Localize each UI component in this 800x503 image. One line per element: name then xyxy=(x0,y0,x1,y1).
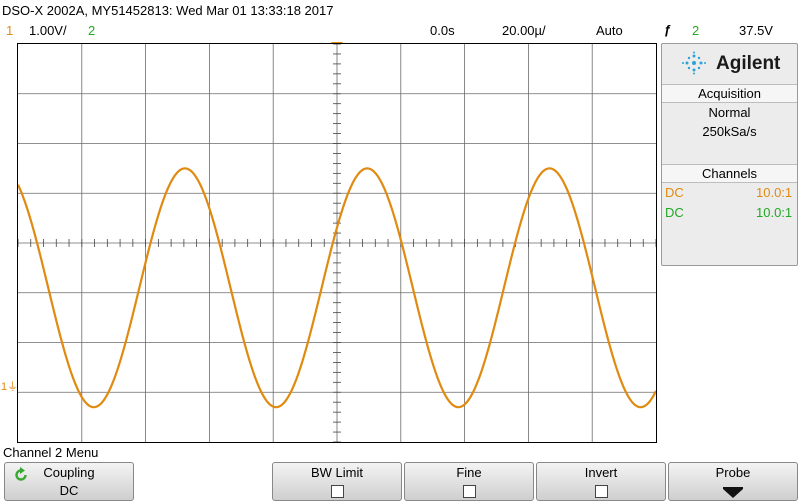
rotate-knob-icon xyxy=(15,467,27,481)
ch1-ground-marker: 1⏚ xyxy=(1,381,19,393)
bw-limit-softkey[interactable]: BW Limit xyxy=(272,462,402,501)
agilent-logo: Agilent xyxy=(662,44,797,82)
ch1-number: 1 xyxy=(6,23,14,38)
submenu-arrow-icon xyxy=(723,487,743,498)
ch1-coupling: DC xyxy=(665,185,684,200)
acquisition-title: Acquisition xyxy=(662,84,797,103)
trigger-level: 37.5V xyxy=(739,23,773,38)
screen-title: DSO-X 2002A, MY51452813: Wed Mar 01 13:3… xyxy=(2,3,334,18)
brand-name: Agilent xyxy=(716,53,781,74)
sample-rate: 250kSa/s xyxy=(702,124,757,139)
probe-softkey[interactable]: Probe xyxy=(668,462,798,501)
invert-label: Invert xyxy=(584,465,618,480)
ch1-scale: 1.00V/ xyxy=(29,23,67,38)
time-scale: 20.00µ/ xyxy=(502,23,546,38)
waveform-display[interactable] xyxy=(17,43,657,443)
channels-title: Channels xyxy=(662,164,797,183)
ch1-probe-ratio: 10.0:1 xyxy=(756,185,793,200)
trigger-mode: Auto xyxy=(596,23,623,38)
menu-title: Channel 2 Menu xyxy=(3,445,99,460)
ch2-coupling: DC xyxy=(665,205,684,220)
fine-softkey[interactable]: Fine xyxy=(404,462,534,501)
trigger-source: 2 xyxy=(692,23,700,38)
ch2-number: 2 xyxy=(88,23,96,38)
invert-softkey[interactable]: Invert xyxy=(536,462,666,501)
channel-1-waveform xyxy=(17,167,657,409)
coupling-label: Coupling xyxy=(43,465,95,480)
ch2-probe-ratio: 10.0:1 xyxy=(756,205,793,220)
agilent-spark-icon xyxy=(682,51,706,75)
bw-limit-label: BW Limit xyxy=(311,465,363,480)
trigger-edge-icon: ƒ xyxy=(664,22,672,37)
acquisition-mode: Normal xyxy=(708,105,751,120)
side-panel: Agilent Acquisition Normal 250kSa/s Chan… xyxy=(661,43,798,266)
fine-label: Fine xyxy=(456,465,482,480)
coupling-softkey[interactable]: Coupling DC xyxy=(4,462,134,501)
probe-label: Probe xyxy=(715,465,751,480)
time-delay: 0.0s xyxy=(430,23,455,38)
fine-checkbox[interactable] xyxy=(463,485,476,498)
bw-limit-checkbox[interactable] xyxy=(331,485,344,498)
coupling-value: DC xyxy=(59,483,79,498)
graticule xyxy=(17,43,657,443)
invert-checkbox[interactable] xyxy=(595,485,608,498)
